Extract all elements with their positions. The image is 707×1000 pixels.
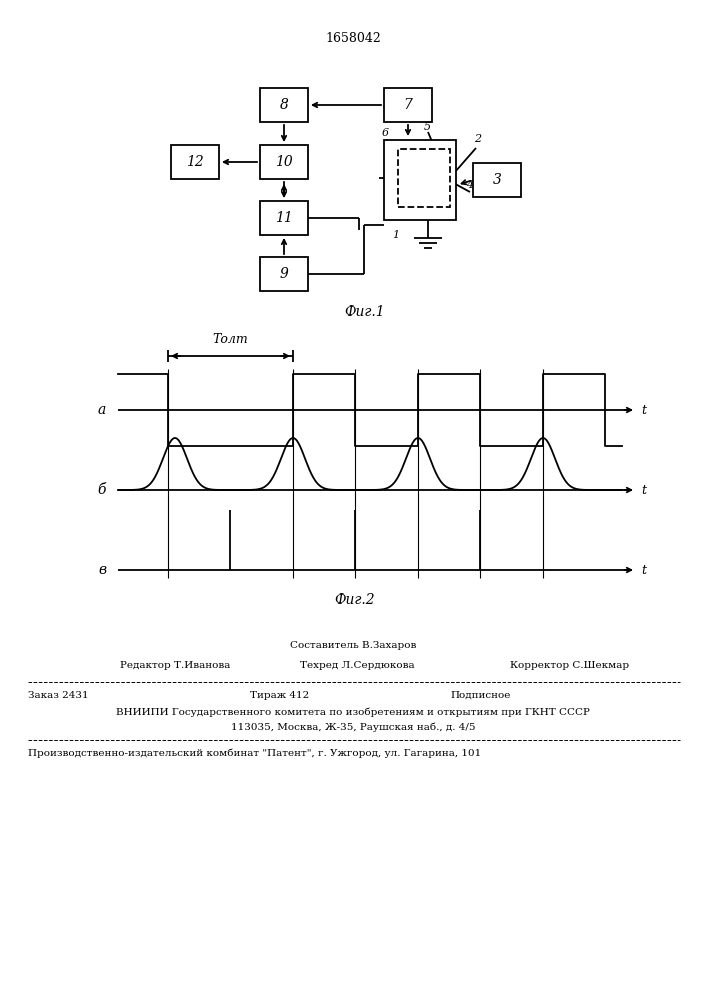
Text: 6: 6 [382, 128, 389, 138]
Text: 7: 7 [404, 98, 412, 112]
Text: Подписное: Подписное [450, 690, 510, 700]
Text: 113035, Москва, Ж-35, Раушская наб., д. 4/5: 113035, Москва, Ж-35, Раушская наб., д. … [230, 722, 475, 732]
Text: 5: 5 [424, 122, 431, 132]
Bar [260, 201, 308, 235]
Bar [260, 88, 308, 122]
Bar [384, 140, 456, 220]
Text: t: t [641, 484, 646, 496]
Text: t: t [641, 403, 646, 416]
Text: 8: 8 [279, 98, 288, 112]
Text: Корректор С.Шекмар: Корректор С.Шекмар [510, 660, 629, 670]
Text: Tолт: Tолт [213, 333, 248, 346]
Bar [171, 145, 219, 179]
Bar [473, 163, 521, 197]
Text: t: t [641, 564, 646, 576]
Text: Техред Л.Сердюкова: Техред Л.Сердюкова [300, 660, 414, 670]
Bar [384, 88, 432, 122]
Text: 11: 11 [275, 211, 293, 225]
Text: 9: 9 [279, 267, 288, 281]
Text: б: б [98, 483, 106, 497]
Text: в: в [98, 563, 106, 577]
Text: Тираж 412: Тираж 412 [250, 690, 309, 700]
Text: 1: 1 [392, 230, 399, 240]
Text: Производственно-издательский комбинат "Патент", г. Ужгород, ул. Гагарина, 101: Производственно-издательский комбинат "П… [28, 748, 481, 758]
Text: Составитель В.Захаров: Составитель В.Захаров [290, 641, 416, 650]
Text: 12: 12 [186, 155, 204, 169]
Text: 4: 4 [466, 180, 473, 190]
Text: 2: 2 [474, 134, 481, 144]
Text: 1658042: 1658042 [325, 31, 381, 44]
Bar [398, 149, 450, 207]
Text: ВНИИПИ Государственного комитета по изобретениям и открытиям при ГКНТ СССР: ВНИИПИ Государственного комитета по изоб… [116, 707, 590, 717]
Text: Редактор Т.Иванова: Редактор Т.Иванова [120, 660, 230, 670]
Text: Фиг.2: Фиг.2 [334, 593, 375, 607]
Text: Заказ 2431: Заказ 2431 [28, 690, 88, 700]
Text: a: a [98, 403, 106, 417]
Text: 10: 10 [275, 155, 293, 169]
Text: Фиг.1: Фиг.1 [345, 305, 385, 319]
Bar [260, 257, 308, 291]
Bar [260, 145, 308, 179]
Text: 3: 3 [493, 173, 501, 187]
